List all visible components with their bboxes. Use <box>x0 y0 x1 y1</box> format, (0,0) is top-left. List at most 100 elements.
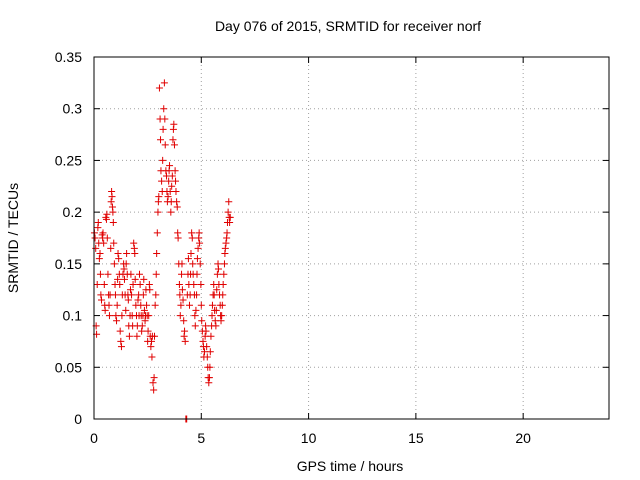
data-point <box>131 250 139 258</box>
data-point <box>220 260 228 268</box>
data-point <box>206 363 214 371</box>
data-point <box>92 244 100 252</box>
data-point <box>130 239 138 247</box>
data-point <box>157 136 165 144</box>
data-point <box>123 250 131 258</box>
data-point <box>105 301 113 309</box>
y-tick-label: 0.1 <box>63 308 83 324</box>
data-point <box>99 229 107 237</box>
data-point <box>127 270 135 278</box>
data-point <box>128 291 136 299</box>
data-point <box>147 343 155 351</box>
data-point <box>159 125 167 133</box>
data-point <box>155 84 163 92</box>
data-point <box>146 286 154 294</box>
axis-ticks: 0 5 10 15 20 0 0.05 0.1 0.15 0.2 0.25 0.3 0.35 <box>55 49 609 446</box>
y-tick-label: 0.05 <box>55 359 82 375</box>
x-tick-label: 15 <box>408 430 424 446</box>
data-point <box>184 255 192 263</box>
data-point <box>178 260 186 268</box>
data-point <box>177 301 185 309</box>
data-point <box>185 301 193 309</box>
data-point <box>196 239 204 247</box>
data-point <box>174 234 182 242</box>
x-axis-label: GPS time / hours <box>297 458 404 474</box>
data-point <box>134 296 142 304</box>
data-point <box>100 239 108 247</box>
data-point <box>168 182 176 190</box>
data-point <box>221 244 229 252</box>
data-point <box>111 291 119 299</box>
data-point <box>153 229 161 237</box>
data-point <box>136 281 144 289</box>
data-point <box>165 177 173 185</box>
data-point <box>144 327 152 335</box>
data-point <box>173 203 181 211</box>
data-point <box>152 270 160 278</box>
data-point <box>172 177 180 185</box>
chart-title: Day 076 of 2015, SRMTID for receiver nor… <box>215 18 481 34</box>
data-point <box>98 296 106 304</box>
data-point <box>205 374 213 382</box>
y-tick-label: 0.15 <box>55 256 82 272</box>
data-point <box>101 306 109 314</box>
data-point <box>213 270 221 278</box>
data-point <box>129 281 137 289</box>
data-point <box>224 208 232 216</box>
data-point <box>120 275 128 283</box>
y-tick-label: 0.3 <box>63 101 83 117</box>
data-point <box>109 208 117 216</box>
data-point <box>203 343 211 351</box>
y-tick-label: 0 <box>74 411 82 427</box>
data-point <box>145 312 153 320</box>
x-tick-label: 20 <box>515 430 531 446</box>
data-point <box>170 141 178 149</box>
data-point <box>154 208 162 216</box>
data-point <box>103 210 111 218</box>
data-point <box>93 281 101 289</box>
data-point <box>212 306 220 314</box>
y-axis-label: SRMTID / TECUs <box>5 183 21 293</box>
data-point <box>219 281 227 289</box>
data-point <box>176 291 184 299</box>
data-point <box>219 291 227 299</box>
data-point <box>120 265 128 273</box>
data-point <box>94 218 102 226</box>
data-point <box>122 260 130 268</box>
data-point <box>97 291 105 299</box>
data-point <box>197 301 205 309</box>
data-point <box>166 162 174 170</box>
data-point <box>226 213 234 221</box>
data-point <box>133 332 141 340</box>
data-point <box>138 322 146 330</box>
data-point <box>181 337 189 345</box>
data-point <box>151 301 159 309</box>
data-point <box>195 229 203 237</box>
data-point <box>117 337 125 345</box>
data-point <box>196 260 204 268</box>
grid <box>94 57 609 419</box>
data-point <box>226 218 234 226</box>
data-point <box>187 250 195 258</box>
data-point <box>138 327 146 335</box>
data-point <box>91 234 99 242</box>
x-tick-label: 5 <box>197 430 205 446</box>
data-point <box>173 198 181 206</box>
data-point <box>148 353 156 361</box>
data-point <box>143 301 151 309</box>
data-point <box>223 229 231 237</box>
x-tick-label: 10 <box>301 430 317 446</box>
data-point <box>203 353 211 361</box>
data-point <box>188 234 196 242</box>
data-point <box>112 312 120 320</box>
data-point <box>139 291 147 299</box>
data-point <box>180 317 188 325</box>
data-point <box>116 281 124 289</box>
data-point <box>160 79 168 87</box>
data-point <box>149 379 157 387</box>
data-point <box>140 275 148 283</box>
y-tick-label: 0.25 <box>55 152 82 168</box>
data-point <box>105 312 113 320</box>
data-point <box>150 374 158 382</box>
